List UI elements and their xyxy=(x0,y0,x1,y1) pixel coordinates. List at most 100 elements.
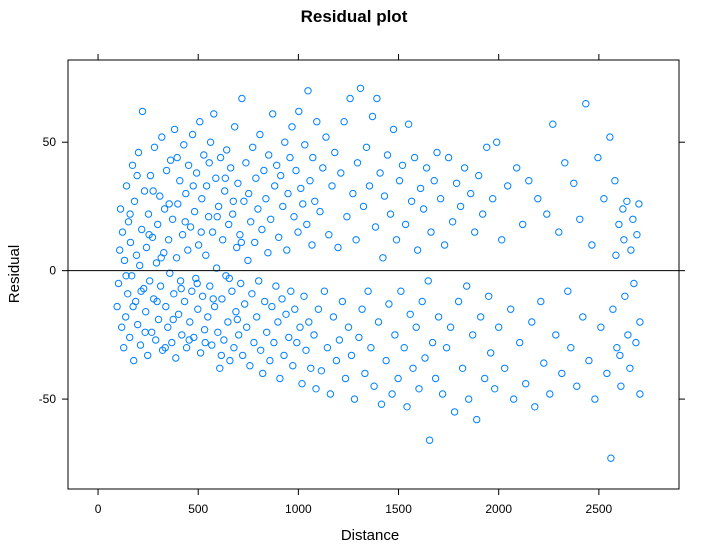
data-point xyxy=(234,179,242,188)
data-point xyxy=(212,264,221,272)
data-point xyxy=(152,336,160,344)
data-point xyxy=(208,228,217,236)
data-point xyxy=(192,274,200,283)
data-point xyxy=(169,315,177,324)
data-point xyxy=(612,251,620,259)
data-point xyxy=(164,236,173,244)
data-point xyxy=(448,218,457,226)
data-point xyxy=(576,215,584,224)
data-point xyxy=(320,287,329,295)
data-point xyxy=(120,344,128,352)
data-point xyxy=(145,231,153,239)
data-point xyxy=(295,107,303,116)
data-point xyxy=(126,238,135,247)
data-point xyxy=(227,164,235,172)
data-point xyxy=(246,362,254,370)
data-point xyxy=(262,195,270,203)
data-point xyxy=(114,279,123,288)
data-point xyxy=(232,308,240,316)
data-point xyxy=(241,300,249,308)
data-point xyxy=(611,177,619,185)
data-point xyxy=(588,241,596,249)
data-point xyxy=(331,148,339,157)
data-point xyxy=(235,331,243,339)
data-point xyxy=(493,138,501,146)
data-point xyxy=(141,328,149,336)
data-point xyxy=(156,192,164,200)
data-point xyxy=(616,351,624,360)
data-point xyxy=(613,344,621,352)
data-point xyxy=(329,313,338,321)
data-point xyxy=(400,344,408,352)
data-point xyxy=(133,171,141,180)
data-point xyxy=(206,282,214,290)
data-point xyxy=(276,374,284,383)
data-point xyxy=(198,195,206,203)
data-point xyxy=(249,143,257,152)
data-point xyxy=(128,272,136,280)
data-point xyxy=(374,318,383,326)
data-point xyxy=(221,187,229,195)
data-point xyxy=(284,189,292,198)
data-point xyxy=(154,220,162,229)
data-point xyxy=(456,202,465,211)
data-point xyxy=(230,344,238,352)
data-point xyxy=(219,236,227,244)
data-point xyxy=(398,161,407,170)
data-point xyxy=(483,143,491,152)
data-point xyxy=(501,364,509,372)
data-point xyxy=(254,205,262,213)
data-point xyxy=(335,336,344,344)
data-point xyxy=(260,166,268,175)
chart-title: Residual plot xyxy=(301,7,408,26)
data-point xyxy=(275,233,283,242)
data-point xyxy=(350,395,359,403)
data-point xyxy=(440,241,449,249)
data-point xyxy=(181,218,189,226)
data-point xyxy=(136,261,144,270)
data-point xyxy=(373,94,381,103)
data-point xyxy=(250,338,258,347)
data-point xyxy=(629,215,637,224)
data-point xyxy=(621,292,629,300)
data-point xyxy=(283,246,291,254)
data-point xyxy=(365,182,374,190)
data-point xyxy=(525,177,533,185)
data-point xyxy=(196,118,204,126)
data-point xyxy=(543,210,551,218)
data-point xyxy=(427,228,435,236)
data-point xyxy=(617,382,625,390)
data-point xyxy=(294,228,302,236)
data-point xyxy=(454,297,463,306)
data-point xyxy=(274,318,282,326)
data-point xyxy=(166,269,174,277)
data-point xyxy=(392,236,401,244)
data-point xyxy=(624,331,632,339)
data-point xyxy=(291,305,299,313)
data-point xyxy=(487,349,495,357)
data-point xyxy=(221,174,230,182)
data-points xyxy=(113,84,644,462)
data-point xyxy=(579,313,587,321)
data-point xyxy=(140,284,148,293)
data-point xyxy=(210,110,218,118)
data-point xyxy=(177,284,185,293)
data-point xyxy=(623,197,631,206)
data-point xyxy=(168,338,176,347)
data-point xyxy=(627,246,635,254)
data-point xyxy=(463,282,471,290)
data-point xyxy=(272,282,280,290)
data-point xyxy=(485,292,493,300)
data-point xyxy=(450,408,459,416)
data-point xyxy=(300,292,308,300)
data-point xyxy=(570,179,578,188)
data-point xyxy=(359,202,368,211)
data-point xyxy=(164,323,172,331)
data-point xyxy=(204,313,212,321)
data-point xyxy=(255,277,263,285)
data-point xyxy=(144,210,153,218)
data-point xyxy=(273,161,281,170)
data-point xyxy=(370,382,378,390)
data-point xyxy=(214,202,223,211)
data-point xyxy=(582,100,590,108)
